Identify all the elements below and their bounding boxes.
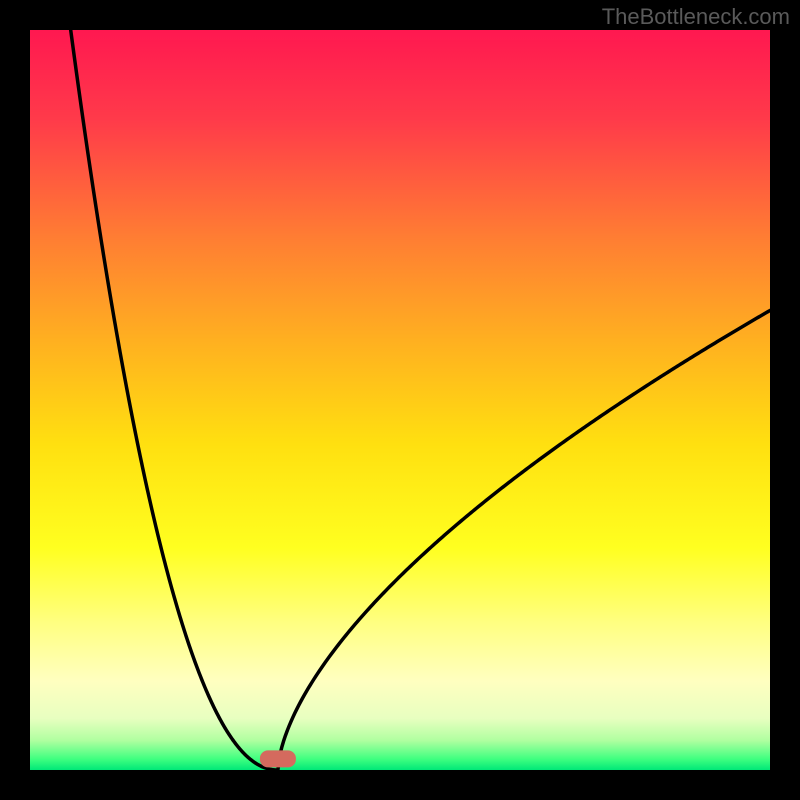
optimal-point-marker <box>260 750 296 767</box>
chart-background-gradient <box>30 30 770 770</box>
chart-container: TheBottleneck.com <box>0 0 800 800</box>
watermark-text: TheBottleneck.com <box>602 4 790 30</box>
bottleneck-curve-chart <box>0 0 800 800</box>
